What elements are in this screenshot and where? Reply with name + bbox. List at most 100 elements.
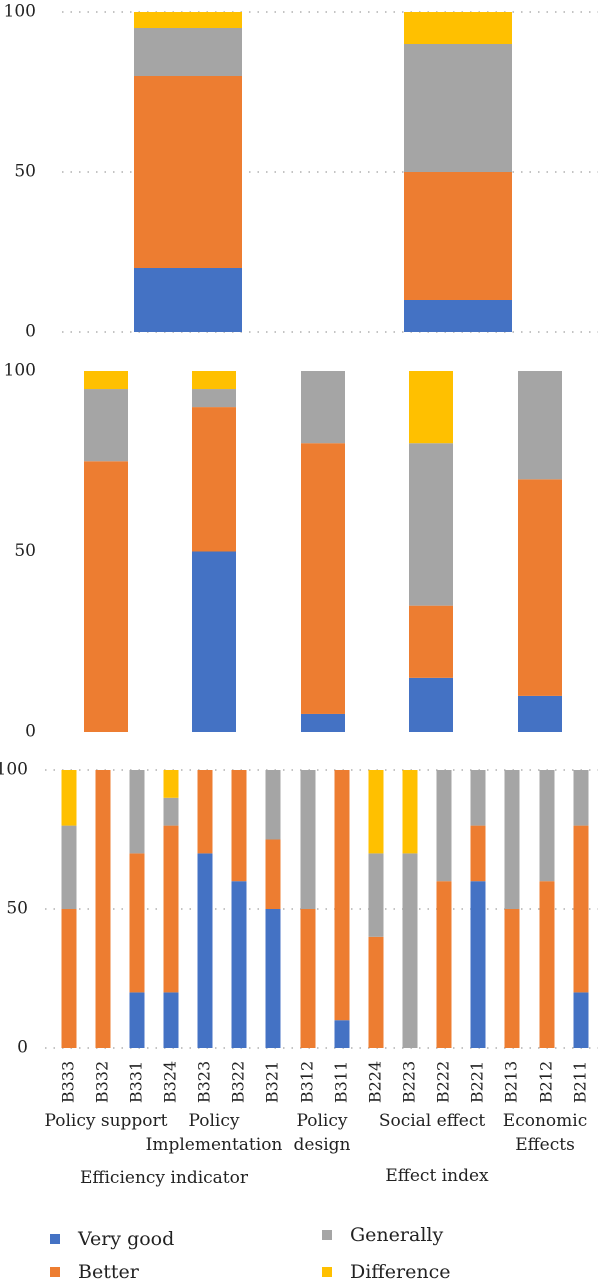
- y-tick-label-50: 50: [6, 899, 28, 919]
- bar-policy-support-generally: [84, 389, 128, 462]
- y-tick-label-0: 0: [25, 722, 36, 742]
- bar-social-effect-better: [409, 605, 453, 678]
- bar-b331-very-good: [129, 992, 145, 1048]
- x-tick-label-b222: B222: [434, 1061, 453, 1103]
- bar-b223-generally: [402, 853, 418, 1048]
- bar-economic-effects-better: [518, 479, 562, 696]
- bar-effect-index-generally: [404, 44, 512, 172]
- x-tick-label-b224: B224: [366, 1061, 385, 1103]
- bar-policy-support-difference: [84, 371, 128, 390]
- bar-social-effect-difference: [409, 371, 453, 444]
- bar-b222-generally: [436, 770, 452, 882]
- bar-b321-better: [265, 839, 281, 909]
- x-tick-label-b321: B321: [263, 1061, 282, 1103]
- category-label-effect-index: Effect index: [385, 1166, 489, 1186]
- y-tick-label-50: 50: [14, 162, 36, 182]
- legend-label-very-good: Very good: [78, 1228, 175, 1250]
- bar-policy-support-better: [84, 461, 128, 732]
- bar-b311-very-good: [334, 1020, 350, 1048]
- bar-policy-design-very-good: [301, 713, 345, 732]
- bar-social-effect-very-good: [409, 677, 453, 732]
- bar-b221-generally: [470, 770, 486, 826]
- group-label-policy-implementation-line-1: Policy: [188, 1111, 240, 1131]
- bar-economic-effects-very-good: [518, 695, 562, 732]
- bar-b213-generally: [504, 770, 520, 909]
- bar-b221-better: [470, 825, 486, 882]
- bar-b311-better: [334, 770, 350, 1021]
- bar-b331-generally: [129, 770, 145, 854]
- legend-swatch-better: [50, 1267, 60, 1277]
- x-tick-label-b324: B324: [161, 1061, 180, 1103]
- group-label-policy-implementation-line-2: Implementation: [145, 1135, 283, 1155]
- bar-policy-implementation-difference: [192, 371, 236, 390]
- x-tick-label-b223: B223: [400, 1061, 419, 1103]
- legend-item-difference: Difference: [322, 1261, 451, 1283]
- bar-b333-difference: [61, 770, 77, 826]
- x-tick-label-b212: B212: [537, 1061, 556, 1103]
- bar-b211-generally: [573, 770, 589, 826]
- x-tick-label-b333: B333: [59, 1061, 78, 1103]
- x-tick-label-b332: B332: [93, 1061, 112, 1103]
- bar-b224-generally: [368, 853, 384, 937]
- bar-policy-implementation-generally: [192, 389, 236, 408]
- bar-b222-better: [436, 881, 452, 1048]
- group-label-policy-support-line-1: Policy support: [44, 1111, 168, 1131]
- bar-b323-very-good: [197, 853, 213, 1048]
- bar-effect-index-very-good: [404, 300, 512, 332]
- bar-policy-implementation-better: [192, 407, 236, 552]
- bar-b312-generally: [300, 770, 316, 909]
- bar-b211-very-good: [573, 992, 589, 1048]
- bar-b324-generally: [163, 797, 179, 826]
- bar-b321-very-good: [265, 909, 281, 1048]
- bar-efficiency-indicator-difference: [134, 12, 242, 28]
- bar-b331-better: [129, 853, 145, 993]
- x-tick-label-b322: B322: [229, 1061, 248, 1103]
- legend-label-better: Better: [78, 1261, 139, 1283]
- bar-b321-generally: [265, 770, 281, 840]
- group-label-economic-effects-line-1: Economic: [502, 1111, 588, 1131]
- group-label-economic-effects-line-2: Effects: [515, 1135, 575, 1155]
- legend-swatch-very-good: [50, 1234, 60, 1244]
- legend-item-better: Better: [50, 1261, 139, 1283]
- bar-b324-difference: [163, 770, 179, 798]
- bar-efficiency-indicator-generally: [134, 28, 242, 76]
- bar-b322-very-good: [231, 881, 247, 1048]
- bar-b221-very-good: [470, 881, 486, 1048]
- legend-item-very-good: Very good: [50, 1228, 174, 1250]
- x-tick-label-b221: B221: [468, 1061, 487, 1103]
- bar-b323-better: [197, 770, 213, 854]
- bar-b333-better: [61, 909, 77, 1048]
- bar-efficiency-indicator-very-good: [134, 268, 242, 332]
- legend-label-generally: Generally: [350, 1224, 444, 1246]
- y-tick-label-50: 50: [14, 541, 36, 561]
- category-label-efficiency-indicator: Efficiency indicator: [80, 1168, 248, 1188]
- bar-policy-design-generally: [301, 371, 345, 444]
- legend-label-difference: Difference: [350, 1261, 451, 1283]
- x-tick-label-b331: B331: [127, 1061, 146, 1103]
- bar-b213-better: [504, 909, 520, 1048]
- bar-effect-index-difference: [404, 12, 512, 44]
- group-label-policy-design-line-2: design: [293, 1135, 351, 1155]
- legend-item-generally: Generally: [322, 1224, 443, 1246]
- x-tick-label-b312: B312: [298, 1061, 317, 1103]
- bar-b333-generally: [61, 825, 77, 909]
- bar-effect-index-better: [404, 172, 512, 300]
- y-tick-label-100: 100: [4, 2, 36, 22]
- bar-policy-design-better: [301, 443, 345, 714]
- x-tick-label-b211: B211: [571, 1061, 590, 1103]
- bar-b211-better: [573, 825, 589, 993]
- bar-b332-better: [95, 770, 111, 1048]
- group-label-policy-design-line-1: Policy: [296, 1111, 348, 1131]
- y-tick-label-100: 100: [0, 760, 28, 780]
- bar-b212-better: [539, 881, 555, 1048]
- bar-b322-better: [231, 770, 247, 882]
- bar-b223-difference: [402, 770, 418, 854]
- x-tick-label-b323: B323: [195, 1061, 214, 1103]
- bar-b224-difference: [368, 770, 384, 854]
- bar-social-effect-generally: [409, 443, 453, 606]
- legend-swatch-difference: [322, 1267, 332, 1277]
- bar-b312-better: [300, 909, 316, 1048]
- y-tick-label-0: 0: [17, 1038, 28, 1058]
- bar-b224-better: [368, 936, 384, 1048]
